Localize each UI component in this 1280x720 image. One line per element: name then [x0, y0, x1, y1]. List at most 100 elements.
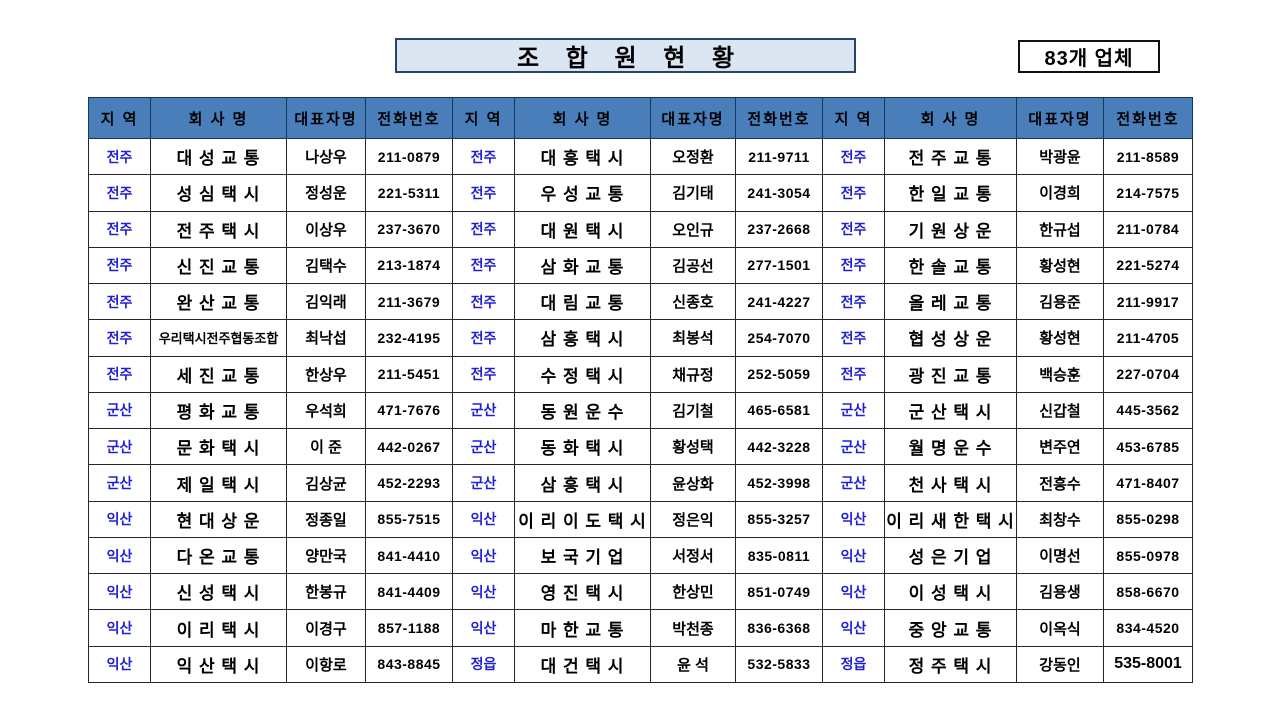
col-header-phone-3: 전화번호 [1103, 97, 1193, 139]
company-cell: 마 한 교 통 [514, 609, 651, 647]
phone-cell: 211-8589 [1103, 137, 1193, 176]
phone-cell: 471-8407 [1103, 464, 1193, 502]
region-cell: 전주 [88, 246, 151, 285]
phone-cell: 445-3562 [1103, 391, 1193, 430]
rep-cell: 양만국 [286, 536, 366, 575]
company-cell: 대 흥 택 시 [514, 137, 651, 176]
rep-cell: 한상우 [286, 355, 366, 393]
table-row: 전주 우리택시전주협동조합 최낙섭 232-4195 전주 삼 흥 택 시 최봉석 254-7… [88, 319, 1193, 357]
phone-cell: 532-5833 [735, 645, 823, 684]
rep-cell: 정종일 [286, 500, 366, 538]
phone-cell: 471-7676 [365, 391, 453, 430]
table-row: 전주 대 성 교 통 나상우 211-0879 전주 대 흥 택 시 오정환 211-9711… [88, 137, 1193, 176]
region-cell: 정읍 [822, 645, 885, 684]
rep-cell: 이상우 [286, 210, 366, 248]
company-cell: 성 심 택 시 [150, 174, 287, 212]
company-cell: 삼 흥 택 시 [514, 319, 651, 357]
region-cell: 전주 [822, 319, 885, 357]
company-cell: 대 림 교 통 [514, 283, 651, 321]
company-cell: 한 일 교 통 [884, 174, 1017, 212]
rep-cell: 황성현 [1016, 319, 1104, 357]
col-header-region-1: 지 역 [88, 97, 151, 139]
region-cell: 전주 [88, 174, 151, 212]
region-cell: 군산 [822, 428, 885, 466]
company-cell: 협 성 상 운 [884, 319, 1017, 357]
region-cell: 익산 [88, 645, 151, 684]
company-cell: 신 진 교 통 [150, 246, 287, 285]
table-row: 전주 신 진 교 통 김택수 213-1874 전주 삼 화 교 통 김공선 277-1501… [88, 246, 1193, 285]
rep-cell: 박천종 [650, 609, 736, 647]
company-cell: 대 성 교 통 [150, 137, 287, 176]
rep-cell: 한규섭 [1016, 210, 1104, 248]
region-cell: 전주 [822, 210, 885, 248]
company-cell: 올 레 교 통 [884, 283, 1017, 321]
region-cell: 익산 [822, 609, 885, 647]
phone-cell: 851-0749 [735, 573, 823, 611]
rep-cell: 이경구 [286, 609, 366, 647]
region-cell: 군산 [452, 464, 515, 502]
rep-cell: 이경희 [1016, 174, 1104, 212]
phone-cell: 252-5059 [735, 355, 823, 393]
region-cell: 군산 [88, 391, 151, 430]
phone-cell: 241-3054 [735, 174, 823, 212]
rep-cell: 김택수 [286, 246, 366, 285]
company-cell: 보 국 기 업 [514, 536, 651, 575]
company-cell: 다 온 교 통 [150, 536, 287, 575]
company-cell: 기 원 상 운 [884, 210, 1017, 248]
phone-cell: 453-6785 [1103, 428, 1193, 466]
region-cell: 전주 [452, 355, 515, 393]
col-header-company-3: 회 사 명 [884, 97, 1017, 139]
phone-cell: 213-1874 [365, 246, 453, 285]
phone-cell: 841-4409 [365, 573, 453, 611]
company-cell: 군 산 택 시 [884, 391, 1017, 430]
page-title: 조 합 원 현 황 [395, 38, 856, 73]
col-header-company-2: 회 사 명 [514, 97, 651, 139]
rep-cell: 황성택 [650, 428, 736, 466]
phone-cell: 535-8001 [1103, 645, 1193, 684]
rep-cell: 오정환 [650, 137, 736, 176]
phone-cell: 237-3670 [365, 210, 453, 248]
company-cell: 우리택시전주협동조합 [150, 319, 287, 357]
region-cell: 전주 [452, 283, 515, 321]
rep-cell: 김공선 [650, 246, 736, 285]
rep-cell: 서정서 [650, 536, 736, 575]
rep-cell: 한상민 [650, 573, 736, 611]
table-row: 전주 성 심 택 시 정성운 221-5311 전주 우 성 교 통 김기태 241-3054… [88, 174, 1193, 212]
company-count-badge: 83개 업체 [1018, 40, 1160, 73]
region-cell: 군산 [452, 391, 515, 430]
phone-cell: 232-4195 [365, 319, 453, 357]
rep-cell: 김기태 [650, 174, 736, 212]
phone-cell: 836-6368 [735, 609, 823, 647]
company-cell: 동 원 운 수 [514, 391, 651, 430]
rep-cell: 나상우 [286, 137, 366, 176]
region-cell: 전주 [88, 283, 151, 321]
phone-cell: 211-5451 [365, 355, 453, 393]
company-cell: 한 솔 교 통 [884, 246, 1017, 285]
region-cell: 전주 [452, 174, 515, 212]
phone-cell: 214-7575 [1103, 174, 1193, 212]
company-cell: 성 은 기 업 [884, 536, 1017, 575]
region-cell: 전주 [822, 355, 885, 393]
rep-cell: 정성운 [286, 174, 366, 212]
table-row: 전주 세 진 교 통 한상우 211-5451 전주 수 정 택 시 채규정 252-5059… [88, 355, 1193, 393]
company-cell: 이 리 택 시 [150, 609, 287, 647]
col-header-region-2: 지 역 [452, 97, 515, 139]
phone-cell: 835-0811 [735, 536, 823, 575]
rep-cell: 신갑철 [1016, 391, 1104, 430]
phone-cell: 221-5274 [1103, 246, 1193, 285]
col-header-rep-1: 대표자명 [286, 97, 366, 139]
company-cell: 익 산 택 시 [150, 645, 287, 684]
phone-cell: 841-4410 [365, 536, 453, 575]
region-cell: 전주 [822, 246, 885, 285]
region-cell: 전주 [88, 319, 151, 357]
phone-cell: 211-0879 [365, 137, 453, 176]
col-header-rep-2: 대표자명 [650, 97, 736, 139]
company-cell: 이 성 택 시 [884, 573, 1017, 611]
col-header-phone-2: 전화번호 [735, 97, 823, 139]
phone-cell: 211-9711 [735, 137, 823, 176]
table-row: 익산 이 리 택 시 이경구 857-1188 익산 마 한 교 통 박천종 836-6368… [88, 609, 1193, 647]
phone-cell: 254-7070 [735, 319, 823, 357]
phone-cell: 211-3679 [365, 283, 453, 321]
